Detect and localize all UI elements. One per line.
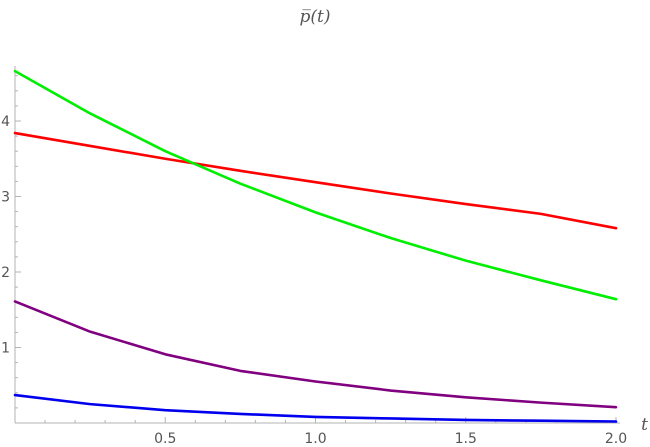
y-tick-label: 1 [1, 341, 10, 357]
y-tick-label: 2 [1, 265, 10, 281]
x-axis-label: t [641, 415, 648, 435]
x-tick-label: 2.0 [605, 431, 627, 447]
chart-title: p̅(t) [300, 7, 331, 27]
y-tick-label: 4 [1, 114, 10, 130]
y-tick-label: 3 [1, 190, 10, 206]
series-line-2 [13, 69, 618, 301]
x-tick-label: 1.0 [304, 431, 326, 447]
axes: 0.5 1.0 1.5 2.0 1 2 3 4 [1, 66, 627, 447]
series-line-4 [13, 393, 618, 423]
series-layer [13, 69, 618, 423]
x-tick-label: 0.5 [154, 431, 176, 447]
series-line-3 [13, 300, 618, 409]
x-tick-label: 1.5 [455, 431, 477, 447]
series-line-1 [13, 131, 618, 230]
